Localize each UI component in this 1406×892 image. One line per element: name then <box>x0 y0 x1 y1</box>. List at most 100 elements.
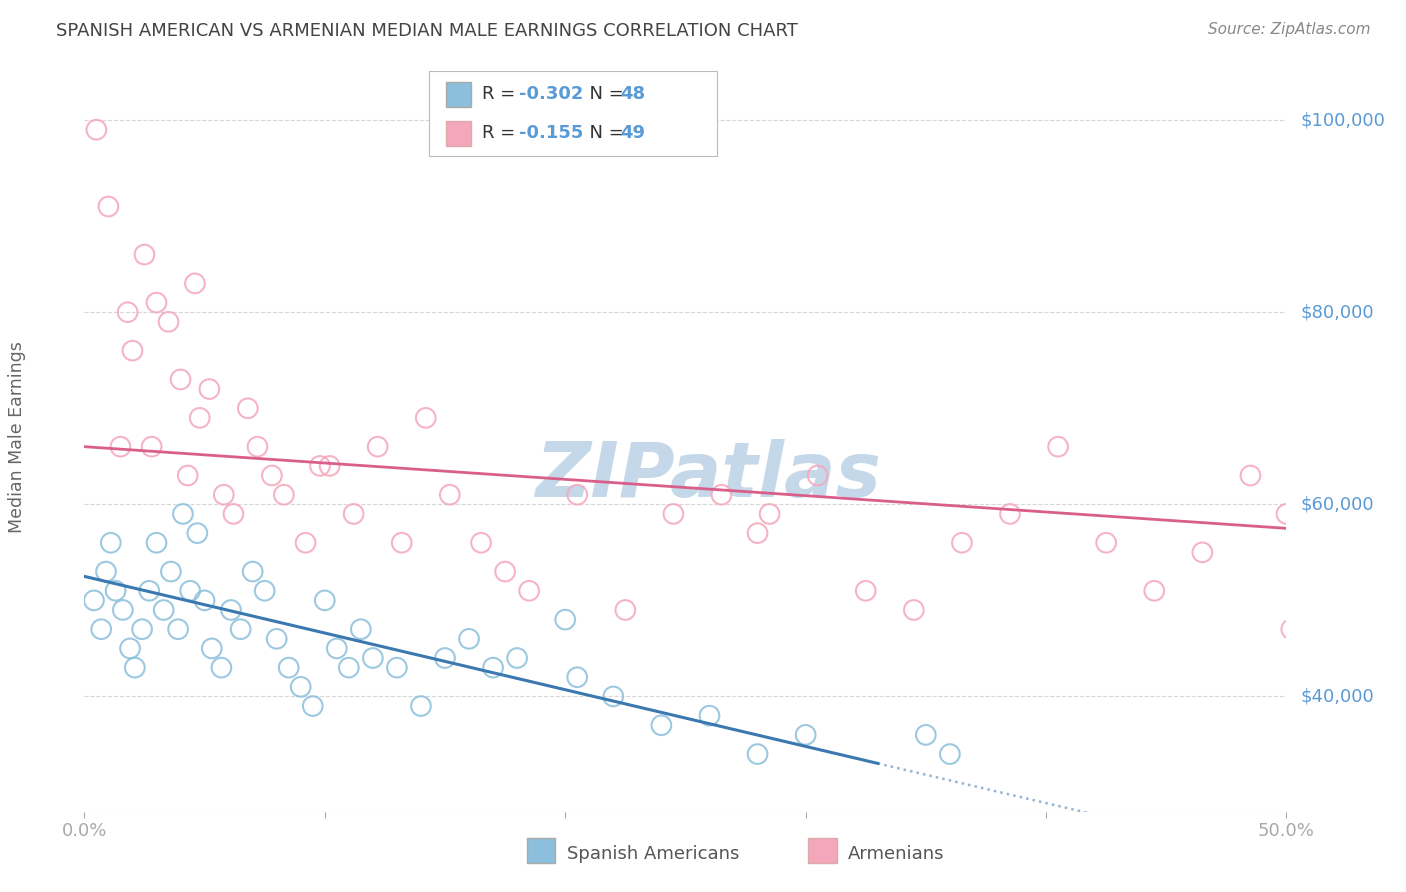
Text: $80,000: $80,000 <box>1301 303 1375 321</box>
Text: -0.155: -0.155 <box>519 125 583 143</box>
Point <box>152 603 174 617</box>
Point <box>326 641 349 656</box>
Point <box>855 583 877 598</box>
Point <box>434 651 457 665</box>
Point <box>391 535 413 549</box>
Point <box>138 583 160 598</box>
Point <box>83 593 105 607</box>
Point <box>482 660 505 674</box>
Point <box>1275 507 1298 521</box>
Point <box>236 401 259 416</box>
Point <box>385 660 408 674</box>
Point <box>212 488 235 502</box>
Point <box>915 728 938 742</box>
Text: R =: R = <box>482 125 522 143</box>
Point <box>1095 535 1118 549</box>
Point <box>758 507 780 521</box>
Point <box>169 372 191 386</box>
Point <box>1143 583 1166 598</box>
Point <box>662 507 685 521</box>
Text: -0.302: -0.302 <box>519 86 583 103</box>
Point <box>124 660 146 674</box>
Point <box>100 535 122 549</box>
Point <box>266 632 288 646</box>
Point <box>194 593 217 607</box>
Point <box>567 488 589 502</box>
Point <box>277 660 299 674</box>
Point <box>470 535 492 549</box>
Point <box>301 699 323 714</box>
Point <box>184 277 207 291</box>
Point <box>903 603 925 617</box>
Point <box>415 410 437 425</box>
Point <box>494 565 516 579</box>
Point <box>145 295 167 310</box>
Point <box>650 718 672 732</box>
Text: Spanish Americans: Spanish Americans <box>567 845 740 863</box>
Point <box>145 535 167 549</box>
Point <box>188 410 211 425</box>
Point <box>229 622 252 636</box>
Point <box>201 641 224 656</box>
Point <box>1279 622 1302 636</box>
Point <box>209 660 232 674</box>
Point <box>458 632 481 646</box>
Point <box>309 458 332 473</box>
Point <box>242 565 264 579</box>
Text: N =: N = <box>578 86 630 103</box>
Point <box>186 526 208 541</box>
Text: $60,000: $60,000 <box>1301 495 1375 513</box>
Point <box>794 728 817 742</box>
Point <box>350 622 373 636</box>
Point <box>131 622 153 636</box>
Point <box>290 680 312 694</box>
Point <box>219 603 242 617</box>
Point <box>337 660 360 674</box>
Text: 49: 49 <box>620 125 645 143</box>
Point <box>314 593 336 607</box>
Point <box>950 535 973 549</box>
Point <box>294 535 316 549</box>
Point <box>110 440 132 454</box>
Point <box>747 747 769 761</box>
Point <box>90 622 112 636</box>
Point <box>97 200 120 214</box>
Text: Median Male Earnings: Median Male Earnings <box>8 341 27 533</box>
Point <box>710 488 733 502</box>
Point <box>343 507 366 521</box>
Point <box>318 458 340 473</box>
Text: $40,000: $40,000 <box>1301 688 1375 706</box>
Point <box>567 670 589 684</box>
Point <box>1047 440 1070 454</box>
Point <box>118 641 141 656</box>
Point <box>273 488 295 502</box>
Point <box>86 122 108 136</box>
Text: Source: ZipAtlas.com: Source: ZipAtlas.com <box>1208 22 1371 37</box>
Point <box>260 468 283 483</box>
Text: Armenians: Armenians <box>848 845 945 863</box>
Point <box>439 488 461 502</box>
Point <box>998 507 1021 521</box>
Point <box>1239 468 1261 483</box>
Point <box>172 507 194 521</box>
Point <box>141 440 163 454</box>
Text: N =: N = <box>578 125 630 143</box>
Point <box>117 305 139 319</box>
Point <box>134 247 156 261</box>
Point <box>121 343 143 358</box>
Point <box>614 603 637 617</box>
Point <box>939 747 962 761</box>
Point <box>506 651 529 665</box>
Text: R =: R = <box>482 86 522 103</box>
Point <box>157 315 180 329</box>
Point <box>104 583 127 598</box>
Point <box>198 382 221 396</box>
Text: 48: 48 <box>620 86 645 103</box>
Point <box>246 440 269 454</box>
Text: SPANISH AMERICAN VS ARMENIAN MEDIAN MALE EARNINGS CORRELATION CHART: SPANISH AMERICAN VS ARMENIAN MEDIAN MALE… <box>56 22 799 40</box>
Point <box>409 699 432 714</box>
Point <box>602 690 624 704</box>
Text: $100,000: $100,000 <box>1301 112 1386 129</box>
Point <box>177 468 200 483</box>
Point <box>1191 545 1213 559</box>
